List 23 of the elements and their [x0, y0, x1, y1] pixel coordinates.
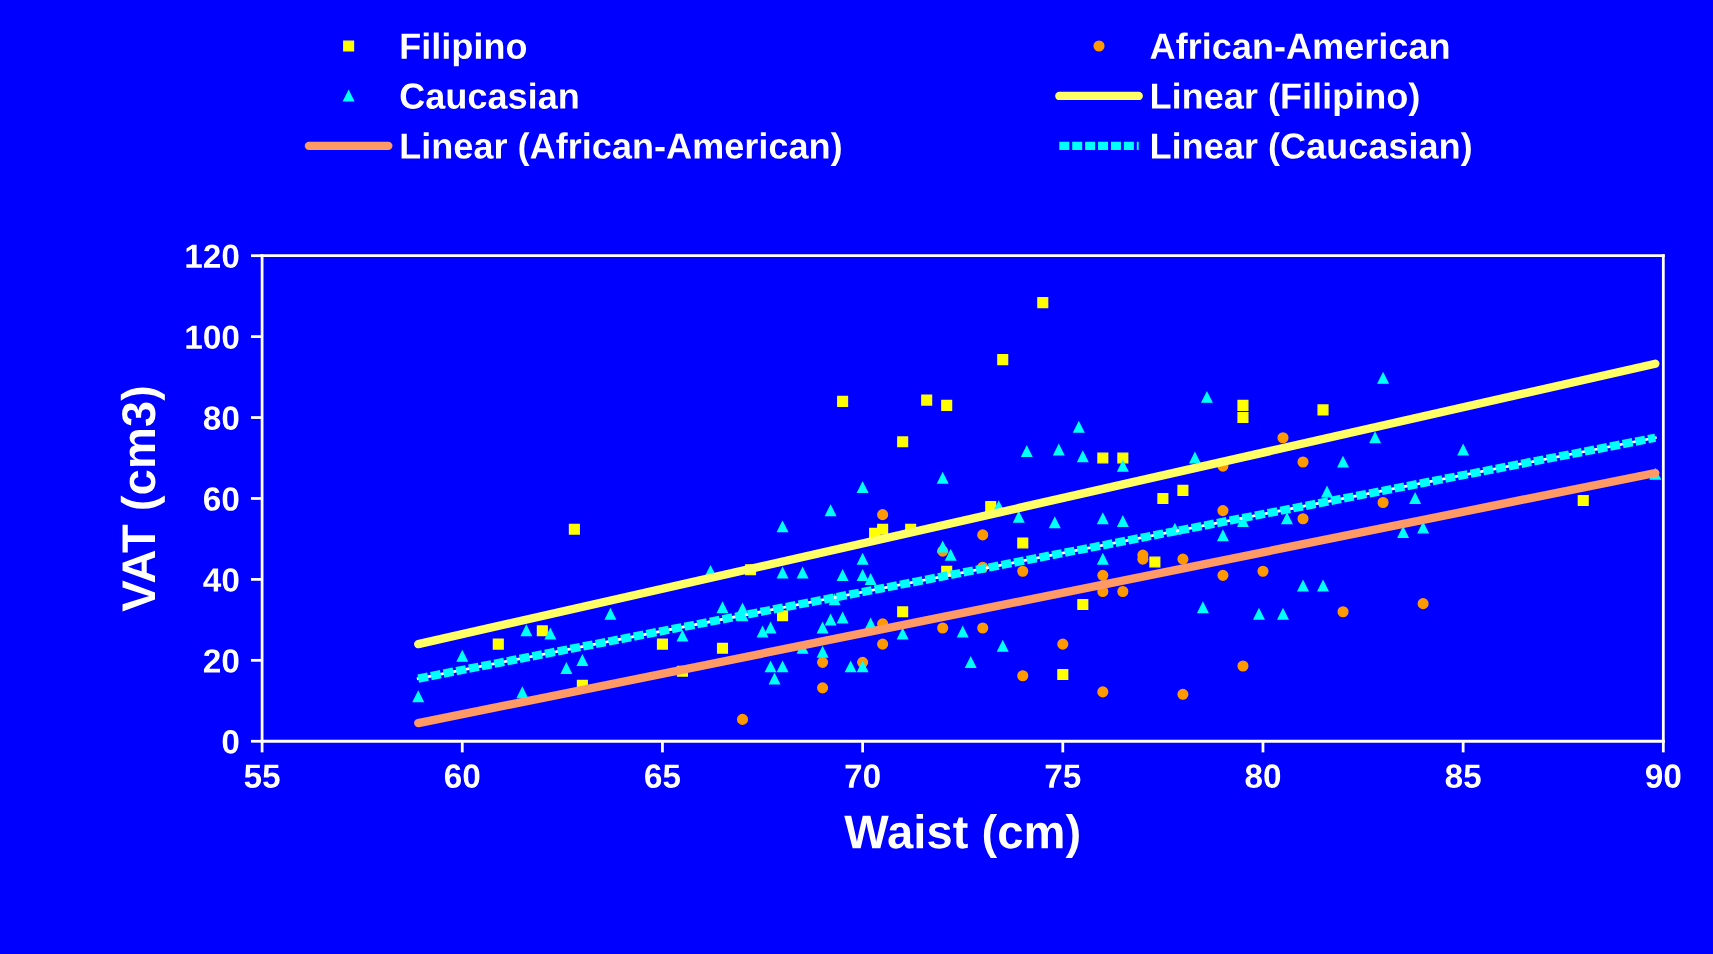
x-axis-title: Waist (cm): [844, 814, 1079, 859]
y-tick-label: 100: [186, 325, 239, 350]
legend-label: Filipino: [401, 32, 527, 67]
x-tick-label: 60: [444, 764, 480, 788]
y-tick-label: 20: [203, 649, 239, 673]
y-tick-label: 60: [204, 487, 239, 511]
x-tick-label: 65: [645, 764, 681, 788]
legend-label: African-American: [1150, 32, 1449, 60]
legend-label: Linear (Caucasian): [1151, 132, 1471, 166]
legend-label: Linear (African-American): [401, 132, 841, 166]
x-tick-label: 75: [1045, 764, 1081, 788]
x-tick-label: 80: [1245, 764, 1281, 788]
legend-label: Linear (Filipino): [1151, 82, 1419, 117]
y-tick-label: 80: [203, 406, 239, 430]
y-tick-label: 120: [186, 244, 239, 269]
y-tick-label: 40: [203, 568, 239, 592]
legend-label: Caucasian: [400, 82, 578, 109]
x-tick-label: 85: [1445, 764, 1481, 788]
x-tick-label: 70: [845, 764, 880, 788]
y-axis-title: VAT (cm3): [120, 387, 165, 612]
x-tick-label: 55: [244, 764, 280, 788]
x-tick-label: 90: [1645, 764, 1681, 788]
y-tick-label: 0: [222, 730, 239, 754]
